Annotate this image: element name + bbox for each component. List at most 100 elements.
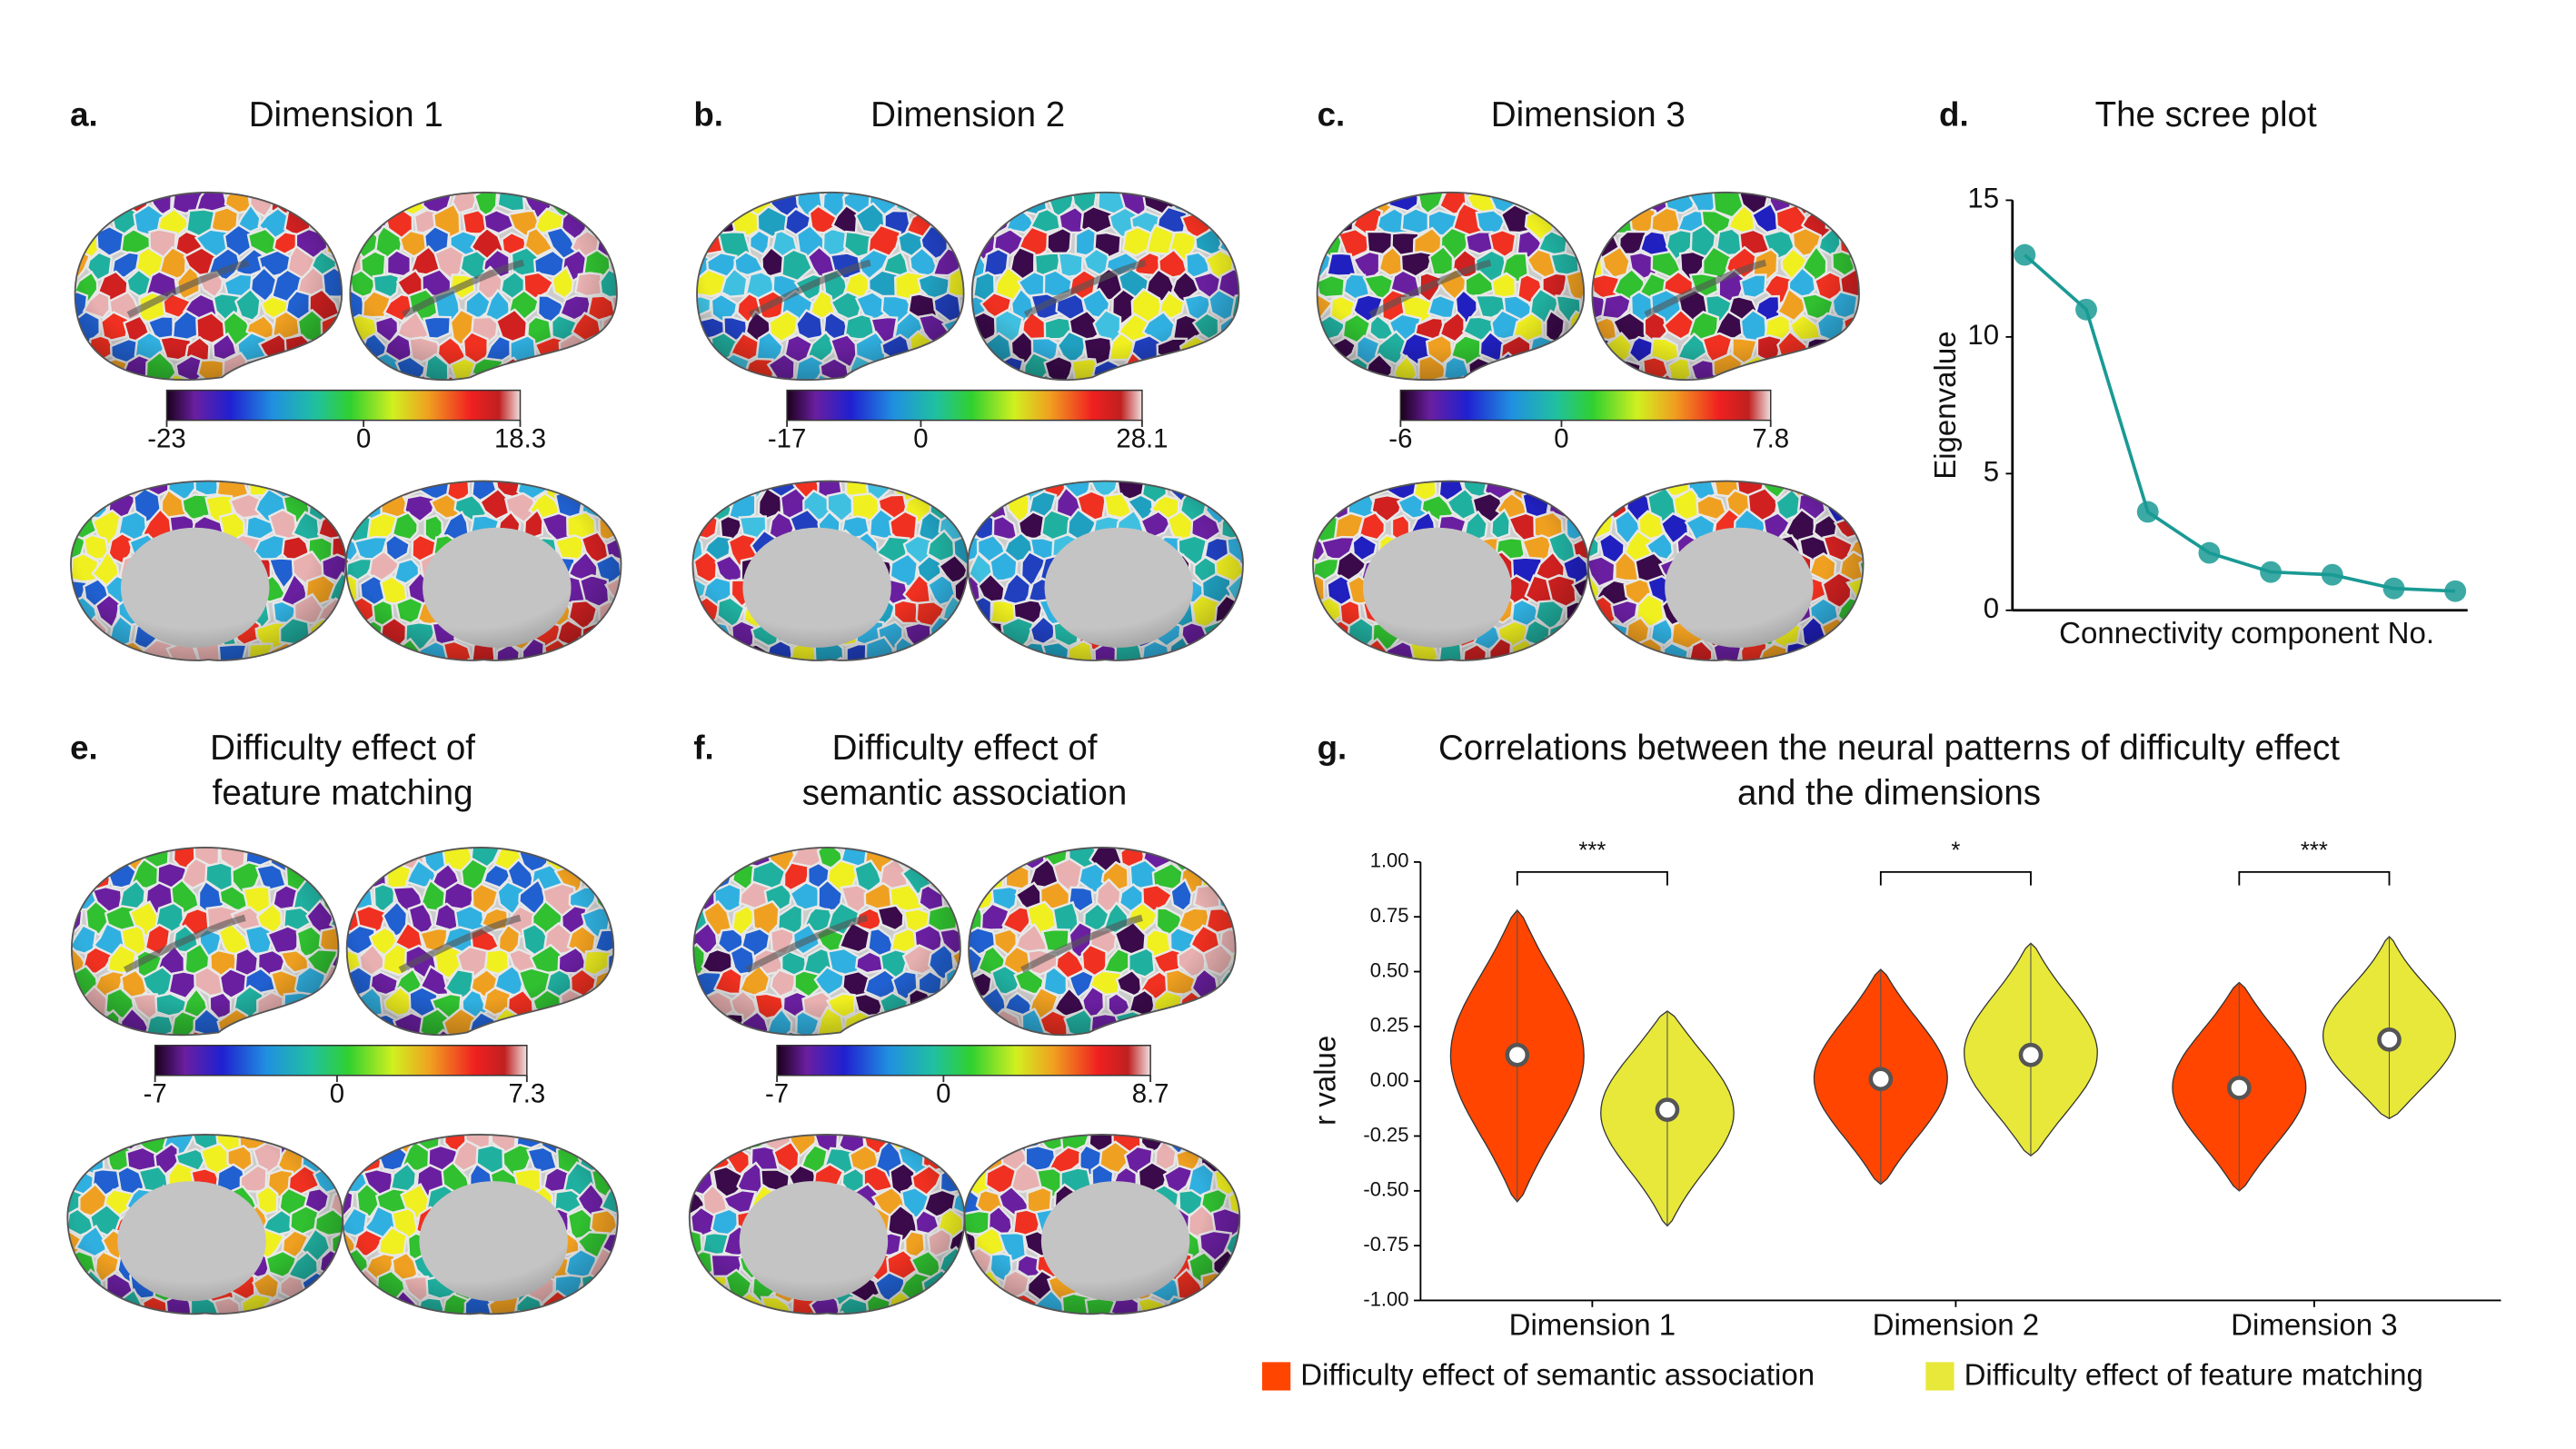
brain-parcel [1033,823,1057,846]
brain-parcel [1313,481,1341,503]
brain-parcel [286,192,317,194]
median-marker [1868,1067,1894,1092]
brain-parcel [969,1014,973,1036]
brain-parcel [70,508,75,545]
brain-parcel [1318,192,1344,217]
brain-parcel [944,847,960,875]
brain-parcel [1648,659,1678,660]
brain-parcel [1563,358,1585,381]
brain-parcel [951,1134,965,1136]
brain-parcel [953,1105,980,1130]
brain-parcel [1027,657,1059,660]
brain-parcel [1317,309,1321,341]
brain-parcel [533,847,560,849]
brain-parcel [955,987,960,1022]
brain-parcel [971,838,997,870]
brain-parcel [950,1317,980,1343]
brain-parcel [105,822,137,845]
brain-parcel [580,1102,609,1128]
brain-parcel [1728,662,1755,691]
brain-parcel [603,657,622,660]
scree-point [2198,541,2221,564]
brain-parcel [343,1311,353,1315]
brain-parcel [343,1292,345,1315]
brain-parcel [1587,620,1606,652]
brain-parcel [430,446,462,479]
legend-swatch [1925,1362,1954,1391]
panel-label: f. [693,729,713,767]
brain-parcel [558,448,586,479]
brain-parcel [354,1101,383,1128]
brain-parcel [1205,372,1238,381]
brain-parcel [968,616,986,654]
brain-parcel [286,1295,321,1315]
brain-parcel [1318,352,1346,381]
y-axis-label: Eigenvalue [1928,331,1962,479]
brain-parcel [604,858,614,893]
brain-parcel [689,1267,701,1306]
brain-parcel [1672,658,1705,660]
brain-outline [74,192,343,381]
brain-parcel [602,1312,618,1315]
brain-parcel [606,819,638,846]
brain-outline [967,480,1244,661]
brain-parcel [879,665,909,692]
brain-parcel [1185,1134,1220,1157]
brain-parcel [350,333,366,369]
brain-parcel [104,658,138,660]
brain-parcel [482,817,509,846]
brain-parcel [1223,1140,1240,1173]
panel-title: and the dimensions [1737,774,2041,813]
brain-parcel [1587,481,1591,502]
scree-point [2260,561,2283,583]
brain-parcel [376,1105,408,1127]
brain-parcel [1213,1134,1240,1154]
median-marker [2227,1076,2252,1100]
brain-parcel [607,988,614,1024]
brain-outline [688,1133,966,1315]
brain-parcel [1099,1312,1129,1315]
brain-parcel [1597,452,1627,477]
brain-parcel [1220,1009,1236,1036]
brain-parcel [343,1134,370,1156]
brain-parcel [854,657,884,660]
brain-parcel [318,847,339,873]
brain-parcel [602,1107,633,1130]
brain-parcel [619,1008,645,1041]
brain-parcel [381,847,413,853]
scree-point [2014,243,2036,266]
brain-parcel [345,634,350,660]
brain-parcel [1185,192,1215,200]
brain-parcel [1129,662,1159,688]
brain-shade [71,847,339,1036]
brain-parcel [1337,192,1373,218]
brain-parcel [1051,662,1076,687]
brain-parcel [347,1010,373,1039]
brain-outline [344,480,622,661]
brain-shade [968,481,1243,660]
brain-parcel [803,450,834,478]
colorbar-tick-label: 7.8 [1752,423,1789,453]
brain-parcel [754,192,790,195]
brain-parcel [572,847,599,875]
brain-parcel [55,447,85,474]
brain-parcel [1237,515,1243,546]
brain-parcel [964,1134,993,1153]
brain-parcel [878,450,909,477]
brain-parcel [580,1028,613,1036]
brain-outline [66,1133,344,1315]
brain-parcel [274,1311,311,1315]
significance-bracket [1879,870,2032,886]
brain-parcel [1249,184,1273,216]
brain-parcel [692,635,720,660]
brain-parcel [702,1311,732,1315]
brain-parcel [731,379,762,381]
brain-parcel [1854,333,1859,369]
brain-parcel [952,1311,965,1315]
significance-label: *** [2301,839,2328,864]
brain-parcel [75,210,86,236]
brain-parcel [612,334,617,369]
median-marker [2018,1042,2044,1067]
brain-parcel [346,857,364,892]
brain-parcel [178,1100,208,1131]
